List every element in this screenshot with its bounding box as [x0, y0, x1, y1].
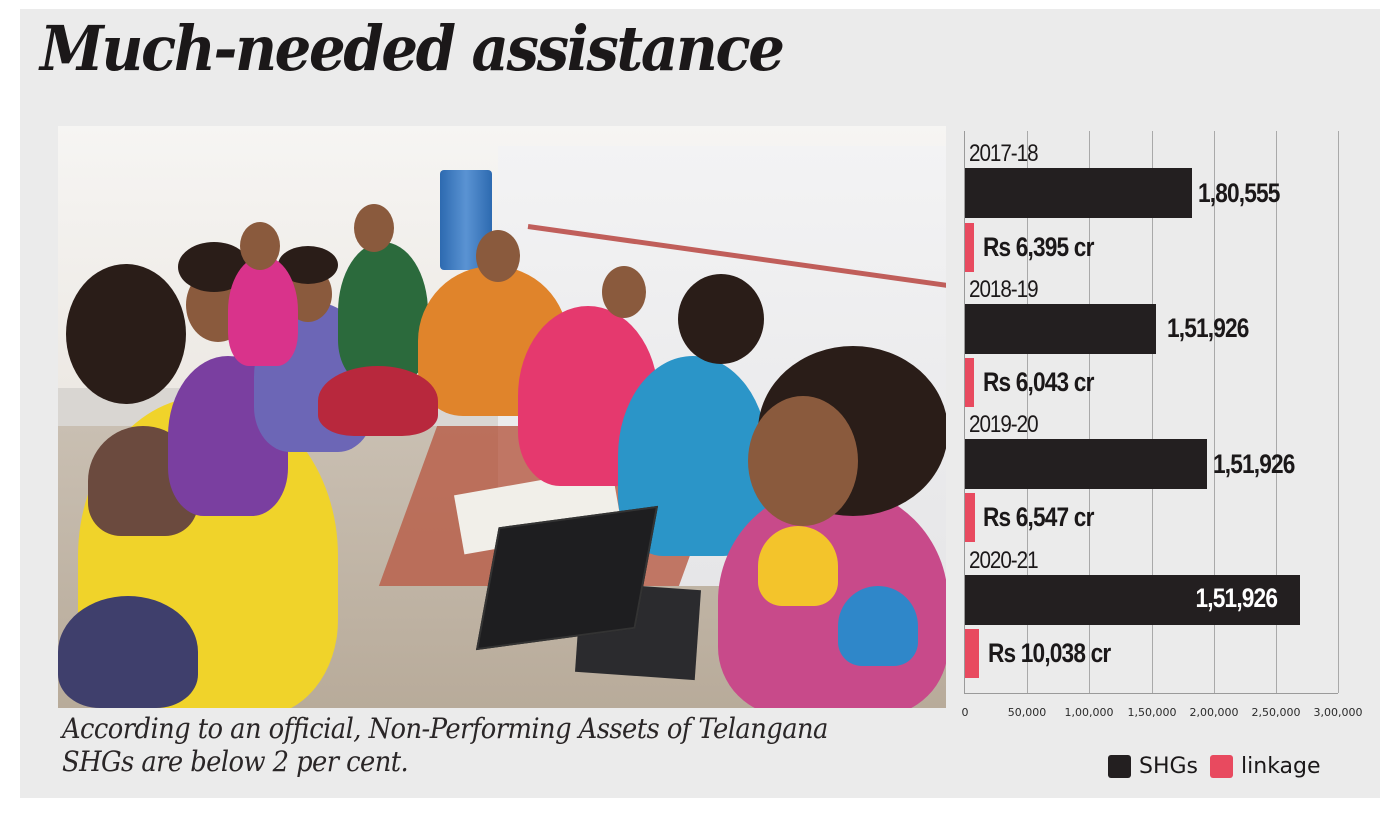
linkage-bar-2018-19 [965, 358, 974, 407]
category-label: 2020-21 [969, 547, 1039, 574]
photo-caption: According to an official, Non-Performing… [62, 712, 828, 778]
linkage-bar-2020-21 [965, 629, 979, 678]
shg-bar-2018-19 [965, 304, 1156, 354]
linkage-value-label: Rs 6,395 cr [983, 232, 1094, 262]
shg-bar-2017-18 [965, 168, 1192, 218]
linkage-bar-2019-20 [965, 493, 975, 542]
linkage-bar-2017-18 [965, 223, 974, 272]
linkage-value-label: Rs 10,038 cr [988, 638, 1111, 668]
shg-bar-2020-21 [965, 575, 1300, 625]
x-tick: 2,00,000 [1189, 706, 1239, 719]
legend-item-linkage: linkage [1210, 754, 1321, 779]
bar-chart: 2017-18 1,80,555 Rs 6,395 cr 2018-19 1,5… [964, 131, 1339, 694]
shg-bar-2019-20 [965, 439, 1207, 489]
shg-value-label: 1,51,926 [1167, 313, 1249, 343]
x-tick: 0 [961, 706, 969, 719]
legend-label: SHGs [1139, 754, 1199, 779]
x-tick: 50,000 [1007, 706, 1047, 719]
x-tick: 2,50,000 [1251, 706, 1301, 719]
linkage-value-label: Rs 6,547 cr [983, 502, 1094, 532]
gridline [1276, 131, 1277, 693]
legend-item-shgs: SHGs [1108, 754, 1198, 779]
gridline [1214, 131, 1215, 693]
chart-legend: SHGs linkage [1108, 754, 1333, 779]
shg-value-label: 1,80,555 [1198, 178, 1280, 208]
shg-value-label: 1,51,926 [1195, 583, 1278, 613]
gridline [1027, 131, 1028, 693]
x-tick: 1,50,000 [1127, 706, 1177, 719]
x-tick: 1,00,000 [1064, 706, 1114, 719]
gridline [1152, 131, 1153, 693]
x-tick: 3,00,000 [1313, 706, 1363, 719]
news-photo [58, 126, 946, 708]
shg-value-label: 1,51,926 [1213, 449, 1295, 479]
linkage-value-label: Rs 6,043 cr [983, 367, 1094, 397]
headline: Much-needed assistance [40, 12, 785, 85]
gridline [1089, 131, 1090, 693]
linkage-swatch-icon [1210, 755, 1234, 778]
category-label: 2017-18 [969, 140, 1039, 167]
legend-label: linkage [1241, 754, 1321, 779]
shgs-swatch-icon [1108, 755, 1131, 778]
category-label: 2018-19 [969, 276, 1039, 303]
category-label: 2019-20 [969, 411, 1039, 438]
gridline [1338, 131, 1339, 693]
